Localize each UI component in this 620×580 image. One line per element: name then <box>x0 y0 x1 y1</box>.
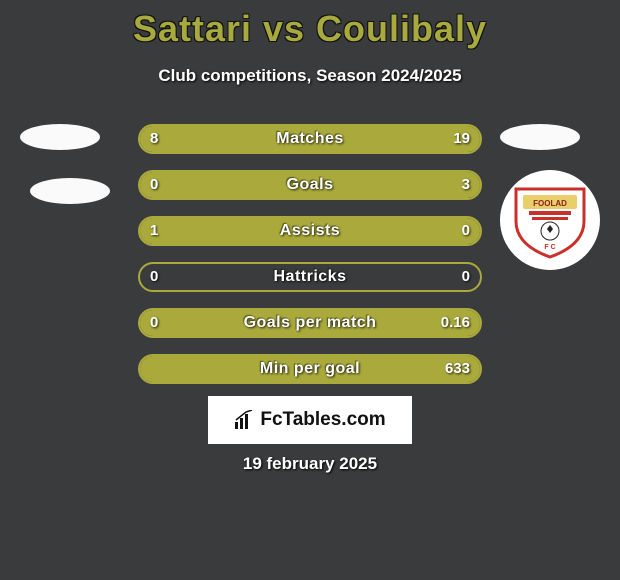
stat-row-min-per-goal: 633 Min per goal <box>138 354 482 384</box>
stat-row-goals: 0 3 Goals <box>138 170 482 200</box>
stat-row-hattricks: 0 0 Hattricks <box>138 262 482 292</box>
date-label: 19 february 2025 <box>0 454 620 474</box>
stat-label: Goals <box>138 170 482 200</box>
page-title: Sattari vs Coulibaly <box>0 0 620 50</box>
comparison-card: Sattari vs Coulibaly Club competitions, … <box>0 0 620 580</box>
brand-badge[interactable]: FcTables.com <box>208 396 412 444</box>
stat-row-assists: 1 0 Assists <box>138 216 482 246</box>
player-badge-right-1 <box>500 124 580 150</box>
stat-label: Hattricks <box>138 262 482 292</box>
stat-label: Goals per match <box>138 308 482 338</box>
stats-list: 8 19 Matches 0 3 Goals 1 0 Assists <box>138 124 482 400</box>
svg-text:F C: F C <box>544 244 555 251</box>
subtitle: Club competitions, Season 2024/2025 <box>0 66 620 86</box>
stat-label: Matches <box>138 124 482 154</box>
stat-row-goals-per-match: 0 0.16 Goals per match <box>138 308 482 338</box>
stat-row-matches: 8 19 Matches <box>138 124 482 154</box>
stat-label: Assists <box>138 216 482 246</box>
chart-icon <box>234 410 254 430</box>
svg-text:FOOLAD: FOOLAD <box>533 199 567 208</box>
player-badge-left-2 <box>30 178 110 204</box>
foolad-fc-logo-icon: FOOLAD F C <box>511 181 589 259</box>
stat-label: Min per goal <box>138 354 482 384</box>
club-logo-right: FOOLAD F C <box>500 170 600 270</box>
brand-label: FcTables.com <box>260 409 385 431</box>
player-badge-left-1 <box>20 124 100 150</box>
